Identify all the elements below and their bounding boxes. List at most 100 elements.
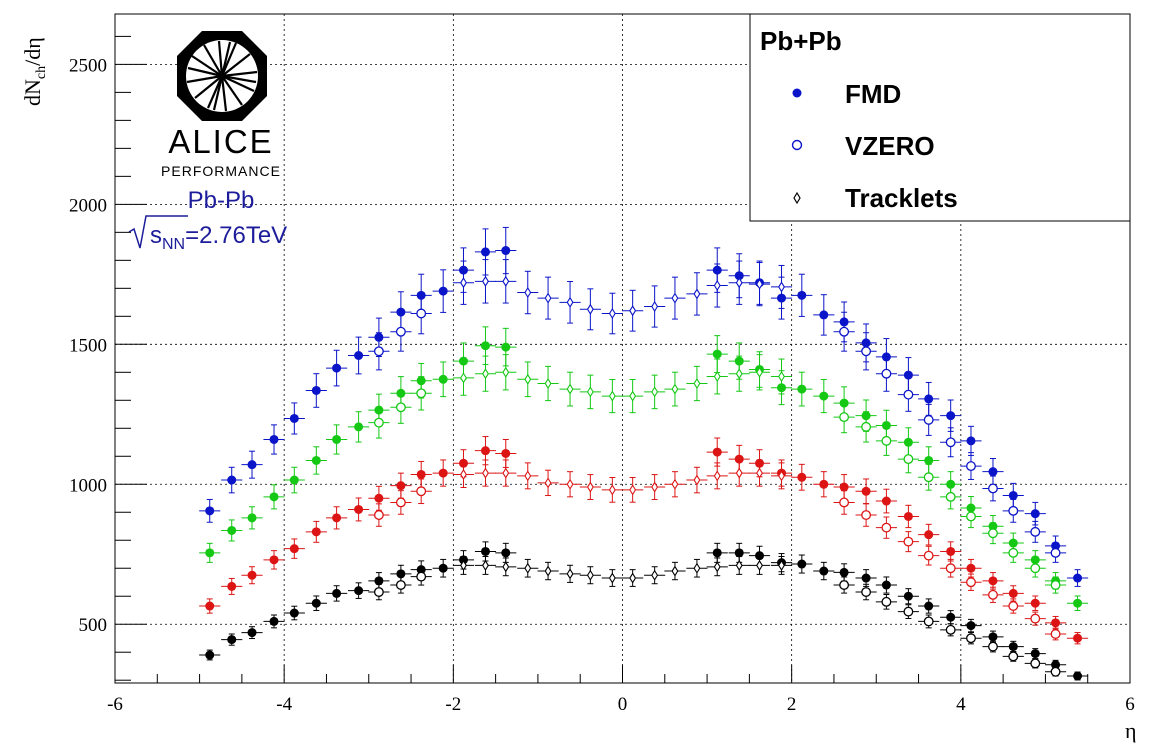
data-point	[495, 354, 517, 391]
data-point	[283, 605, 305, 621]
data-point	[537, 561, 559, 581]
marker-open-diamond	[544, 565, 552, 577]
data-point	[813, 294, 835, 336]
marker-open-circle	[395, 580, 406, 590]
data-point	[622, 379, 644, 414]
marker-open-diamond	[524, 562, 532, 574]
marker-open-circle	[395, 497, 406, 508]
data-point	[960, 452, 982, 480]
x-tick-label: 2	[787, 694, 797, 715]
marker-open-circle	[988, 528, 998, 539]
data-point	[410, 478, 432, 505]
marker-filled-circle	[311, 455, 321, 465]
marker-open-circle	[1050, 547, 1061, 558]
data-point	[791, 371, 813, 407]
data-point	[263, 424, 285, 455]
marker-filled-circle	[289, 413, 299, 423]
data-point	[855, 569, 877, 587]
data-point	[495, 459, 517, 487]
data-point	[622, 477, 644, 503]
marker-open-diamond	[671, 565, 679, 577]
data-point	[833, 576, 855, 594]
data-point	[1066, 671, 1089, 681]
marker-filled-circle	[819, 566, 829, 576]
marker-open-diamond	[756, 278, 763, 290]
marker-filled-circle	[966, 436, 976, 446]
data-point	[875, 594, 897, 610]
data-point	[452, 260, 475, 305]
data-point	[644, 285, 666, 328]
data-point	[474, 555, 497, 575]
marker-open-circle	[881, 368, 892, 379]
data-point	[559, 281, 581, 324]
marker-filled-circle	[480, 341, 490, 351]
marker-filled-circle	[501, 342, 511, 352]
y-axis-title: dNch/dη	[20, 37, 49, 106]
x-tick-label: 6	[1125, 694, 1135, 715]
marker-open-circle	[923, 472, 934, 483]
marker-filled-circle	[480, 546, 490, 556]
marker-open-circle	[839, 497, 850, 508]
marker-open-diamond	[756, 366, 763, 378]
data-point	[517, 361, 539, 398]
data-point	[940, 484, 962, 510]
marker-open-circle	[966, 577, 976, 588]
marker-open-circle	[988, 483, 998, 494]
data-point	[601, 569, 623, 587]
data-point	[326, 349, 348, 387]
marker-open-diamond	[671, 292, 679, 304]
data-point	[940, 399, 962, 432]
marker-open-circle	[861, 346, 872, 357]
data-point	[706, 557, 728, 577]
data-point	[1044, 627, 1067, 641]
marker-open-circle	[1050, 580, 1061, 590]
sqrt-sign-icon	[128, 215, 188, 249]
marker-open-diamond	[693, 562, 701, 574]
marker-filled-circle	[205, 601, 215, 611]
data-point	[622, 289, 644, 332]
marker-open-circle	[1008, 547, 1019, 558]
marker-filled-circle	[797, 559, 807, 569]
marker-filled-circle	[881, 420, 891, 430]
x-tick-label: 0	[618, 694, 628, 715]
marker-open-diamond	[735, 467, 743, 479]
marker-open-diamond	[502, 275, 510, 287]
series-blue-filled-circle	[199, 226, 1089, 587]
data-point	[664, 276, 686, 320]
data-point	[1044, 615, 1067, 630]
series-green-open-diamond	[452, 354, 793, 414]
data-point	[305, 520, 327, 543]
marker-filled-circle	[289, 608, 299, 618]
data-point	[875, 576, 897, 594]
data-point	[559, 564, 581, 583]
marker-open-circle	[945, 563, 956, 574]
data-point	[474, 541, 497, 562]
data-point	[283, 402, 305, 435]
marker-open-diamond	[693, 288, 701, 300]
y-tick-label: 1000	[69, 475, 107, 496]
marker-open-diamond	[524, 470, 532, 482]
data-point	[495, 557, 517, 577]
marker-open-circle	[903, 389, 914, 400]
series-black-filled-circle	[199, 541, 1089, 681]
marker-open-diamond	[502, 467, 510, 479]
data-point	[241, 626, 263, 640]
data-point	[982, 475, 1004, 502]
marker-filled-circle	[924, 530, 934, 540]
marker-open-diamond	[524, 373, 532, 385]
marker-open-diamond	[482, 275, 489, 287]
marker-filled-circle	[227, 525, 237, 535]
marker-filled-circle	[354, 350, 364, 360]
marker-filled-circle	[289, 475, 299, 485]
marker-open-circle	[395, 402, 406, 413]
marker-filled-circle	[966, 621, 976, 631]
data-point	[770, 264, 793, 309]
marker-filled-circle	[332, 588, 342, 598]
marker-open-circle	[1030, 613, 1041, 624]
data-point	[495, 327, 517, 367]
marker-open-circle	[1008, 505, 1019, 516]
marker-filled-circle	[247, 460, 257, 470]
data-point	[791, 463, 813, 491]
data-point	[706, 335, 728, 374]
marker-open-circle	[416, 308, 427, 319]
